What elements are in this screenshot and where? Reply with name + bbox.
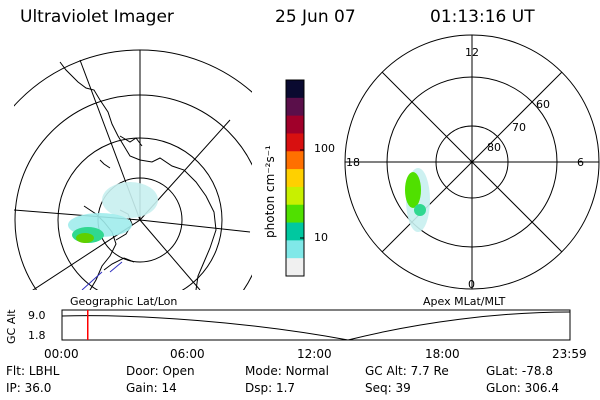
- left-map-caption: Geographic Lat/Lon: [70, 295, 178, 308]
- instrument-title: Ultraviolet Imager: [20, 7, 174, 27]
- colorbar: [285, 79, 305, 277]
- colorbar-segment: [286, 80, 304, 99]
- colorbar-frame: [285, 79, 305, 277]
- info-mode: Mode: Normal: [245, 364, 329, 378]
- colorbar-segment: [286, 133, 304, 152]
- timeline-ytick: 1.8: [28, 329, 46, 342]
- timeline-xtick: 06:00: [170, 347, 205, 361]
- colorbar-segment: [286, 204, 304, 224]
- timeline-xtick: 00:00: [44, 347, 79, 361]
- colorbar-unit-label: photon cm⁻²s⁻¹: [263, 145, 277, 238]
- coastline-blue: [109, 261, 123, 273]
- timeline-ytick: 9.0: [28, 309, 46, 322]
- aurora-faint: [102, 182, 158, 218]
- colorbar-segment: [286, 151, 304, 170]
- date-label: 25 Jun 07: [275, 7, 356, 27]
- colorbar-segment: [286, 222, 304, 241]
- right-map-caption: Apex MLat/MLT: [423, 295, 506, 308]
- colorbar-tick: 10: [314, 231, 328, 244]
- mlt-label-left: 18: [346, 156, 360, 169]
- timeline-xtick: 23:59: [552, 347, 587, 361]
- apex-map: [344, 34, 600, 290]
- timeline-ylabel: GC Alt: [5, 309, 18, 344]
- coastline: [119, 135, 143, 147]
- meridian: [139, 219, 201, 290]
- colorbar-segment: [286, 240, 304, 259]
- info-seq: Seq: 39: [365, 381, 411, 395]
- mlt-label-bottom: 0: [468, 278, 475, 291]
- aurora-bright: [76, 233, 94, 243]
- info-door: Door: Open: [126, 364, 195, 378]
- colorbar-segment: [286, 115, 304, 134]
- info-glat: GLat: -78.8: [486, 364, 553, 378]
- mlt-label-right: 6: [577, 156, 584, 169]
- altitude-curve: [61, 311, 571, 341]
- coastline: [59, 61, 217, 290]
- colorbar-segment: [286, 186, 304, 206]
- info-gain: Gain: 14: [126, 381, 177, 395]
- lat-label: 70: [512, 121, 526, 134]
- coastline: [99, 159, 111, 169]
- meridian: [139, 219, 251, 233]
- info-dsp: Dsp: 1.7: [245, 381, 296, 395]
- lat-label: 60: [536, 98, 550, 111]
- coastline: [103, 257, 135, 271]
- info-flt: Flt: LBHL: [6, 364, 60, 378]
- colorbar-segment: [286, 258, 304, 277]
- timeline-xtick: 18:00: [425, 347, 460, 361]
- timeline-plot: [61, 309, 571, 341]
- info-glon: GLon: 306.4: [486, 381, 559, 395]
- info-ip: IP: 36.0: [6, 381, 52, 395]
- coastline-blue: [81, 271, 103, 290]
- lat-label: 80: [487, 141, 501, 154]
- colorbar-segment: [286, 169, 304, 188]
- colorbar-segment: [286, 97, 304, 117]
- aurora-bright: [405, 172, 421, 208]
- mlt-label-top: 12: [465, 46, 479, 59]
- aurora-mid: [414, 204, 426, 216]
- info-gc-alt: GC Alt: 7.7 Re: [365, 364, 449, 378]
- timeline-xtick: 12:00: [297, 347, 332, 361]
- colorbar-tick: 100: [314, 142, 335, 155]
- time-label: 01:13:16 UT: [430, 7, 535, 27]
